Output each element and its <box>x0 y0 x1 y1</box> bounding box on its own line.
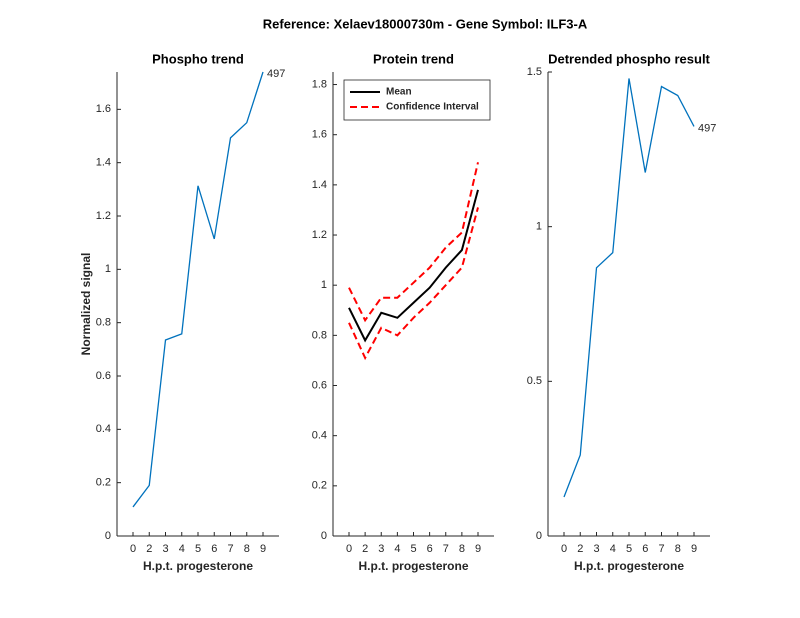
point-annotation: 497 <box>698 122 716 134</box>
x-axis-label: H.p.t. progesterone <box>574 559 684 573</box>
x-tick-label: 0 <box>346 543 352 555</box>
y-tick-label: 0.5 <box>527 375 542 387</box>
data-line <box>348 189 479 343</box>
x-tick-label: 2 <box>146 543 152 555</box>
data-line <box>348 162 479 323</box>
x-tick-label: 4 <box>179 543 185 555</box>
y-tick-label: 1.2 <box>312 229 327 241</box>
y-tick-label: 1 <box>536 221 542 233</box>
axes-title: Phospho trend <box>152 51 244 66</box>
y-tick-label: 0.2 <box>312 480 327 492</box>
y-tick-label: 0.6 <box>96 370 111 382</box>
x-tick-label: 5 <box>626 543 632 555</box>
y-tick-label: 0.4 <box>96 423 111 435</box>
x-tick-label: 8 <box>459 543 465 555</box>
x-tick-label: 4 <box>394 543 400 555</box>
data-line-lower <box>348 207 479 361</box>
x-tick-label: 0 <box>130 543 136 555</box>
x-tick-label: 5 <box>410 543 416 555</box>
data-line <box>563 78 695 498</box>
axes-title: Detrended phospho result <box>548 51 710 66</box>
point-annotation: 497 <box>267 68 285 80</box>
x-tick-label: 4 <box>610 543 616 555</box>
x-tick-label: 9 <box>475 543 481 555</box>
x-tick-label: 7 <box>443 543 449 555</box>
legend-box <box>343 79 491 121</box>
y-tick-label: 1.4 <box>96 157 111 169</box>
x-tick-label: 2 <box>577 543 583 555</box>
axes-title: Protein trend <box>373 51 454 66</box>
x-tick-label: 2 <box>362 543 368 555</box>
y-tick-label: 0.4 <box>312 430 327 442</box>
x-tick-label: 0 <box>561 543 567 555</box>
y-tick-label: 1.4 <box>312 179 327 191</box>
y-axis-label: Normalized signal <box>79 253 93 356</box>
y-tick-label: 1.8 <box>312 78 327 90</box>
x-axis-label: H.p.t. progesterone <box>358 559 468 573</box>
x-tick-label: 6 <box>211 543 217 555</box>
y-tick-label: 0.6 <box>312 379 327 391</box>
y-tick-label: 0 <box>536 530 542 542</box>
figure-title: Reference: Xelaev18000730m - Gene Symbol… <box>263 16 588 31</box>
x-axis-label: H.p.t. progesterone <box>143 559 253 573</box>
y-tick-label: 0.8 <box>312 329 327 341</box>
y-tick-label: 0 <box>105 530 111 542</box>
x-tick-label: 7 <box>658 543 664 555</box>
x-tick-label: 9 <box>260 543 266 555</box>
y-tick-label: 1 <box>105 263 111 275</box>
x-tick-label: 3 <box>378 543 384 555</box>
x-tick-label: 6 <box>642 543 648 555</box>
x-tick-label: 8 <box>244 543 250 555</box>
legend-label: Confidence Interval <box>386 102 479 113</box>
x-tick-label: 3 <box>593 543 599 555</box>
legend-label: Mean <box>386 87 412 98</box>
x-tick-label: 8 <box>675 543 681 555</box>
x-tick-label: 3 <box>162 543 168 555</box>
y-tick-label: 1 <box>321 279 327 291</box>
y-tick-label: 1.6 <box>96 103 111 115</box>
x-tick-label: 9 <box>691 543 697 555</box>
y-tick-label: 0 <box>321 530 327 542</box>
y-tick-label: 0.8 <box>96 317 111 329</box>
y-tick-label: 0.2 <box>96 477 111 489</box>
data-line <box>132 71 264 508</box>
y-tick-label: 1.6 <box>312 129 327 141</box>
y-tick-label: 1.2 <box>96 210 111 222</box>
x-tick-label: 5 <box>195 543 201 555</box>
x-tick-label: 7 <box>227 543 233 555</box>
x-tick-label: 6 <box>427 543 433 555</box>
y-tick-label: 1.5 <box>527 66 542 78</box>
